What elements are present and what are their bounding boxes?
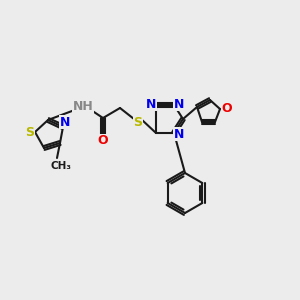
Text: O: O: [98, 134, 108, 148]
Text: N: N: [174, 98, 184, 110]
Text: N: N: [146, 98, 156, 110]
Text: O: O: [222, 103, 232, 116]
Text: N: N: [60, 116, 70, 128]
Text: CH₃: CH₃: [50, 161, 71, 171]
Text: NH: NH: [73, 100, 93, 113]
Text: S: S: [26, 125, 34, 139]
Text: N: N: [174, 128, 184, 140]
Text: S: S: [134, 116, 142, 128]
